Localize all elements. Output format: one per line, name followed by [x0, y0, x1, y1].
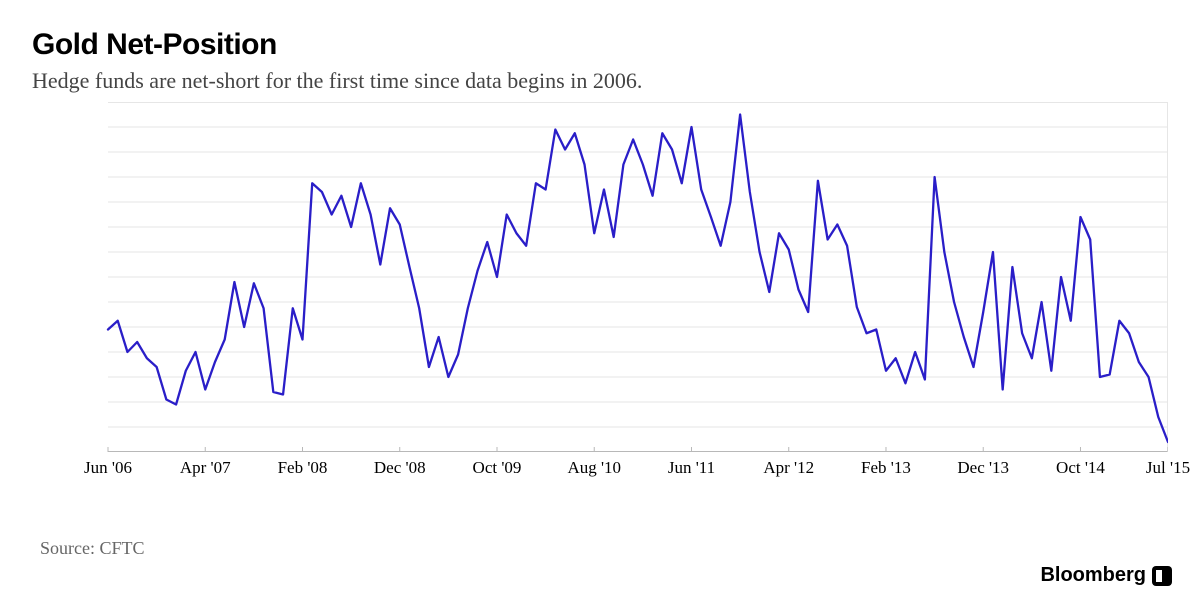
x-tick-label: Apr '12 — [763, 458, 814, 478]
x-tick-label: Apr '07 — [180, 458, 231, 478]
x-axis-labels: Jun '06 Apr '07 Feb '08 Dec '08 Oct '09 Aug '… — [32, 452, 1168, 482]
chart-subtitle: Hedge funds are net-short for the first … — [32, 68, 1168, 94]
chart-title: Gold Net-Position — [32, 28, 1168, 62]
x-tick-label: Oct '14 — [1056, 458, 1105, 478]
x-tick-label: Jun '11 — [668, 458, 715, 478]
x-tick-label: Dec '08 — [374, 458, 426, 478]
line-chart-svg — [32, 102, 1168, 452]
x-tick-label: Aug '10 — [567, 458, 621, 478]
x-tick-label: Feb '08 — [278, 458, 328, 478]
x-tick-label: Jul '15 — [1146, 458, 1190, 478]
x-tick-label: Oct '09 — [473, 458, 522, 478]
data-line — [108, 115, 1168, 443]
x-tick-label: Feb '13 — [861, 458, 911, 478]
x-tick-label: Jun '06 — [84, 458, 132, 478]
brand-name: Bloomberg — [1040, 564, 1146, 587]
brand-attribution: Bloomberg — [1040, 564, 1172, 587]
y-axis-labels: -20,000020,00040,00060,00080,000100,0001… — [32, 102, 108, 452]
chart-area: -20,000020,00040,00060,00080,000100,0001… — [32, 102, 1168, 482]
brand-logo-icon — [1152, 566, 1172, 586]
chart-container: Gold Net-Position Hedge funds are net-sh… — [0, 0, 1200, 601]
x-tick-label: Dec '13 — [957, 458, 1009, 478]
source-text: Source: CFTC — [40, 538, 145, 559]
